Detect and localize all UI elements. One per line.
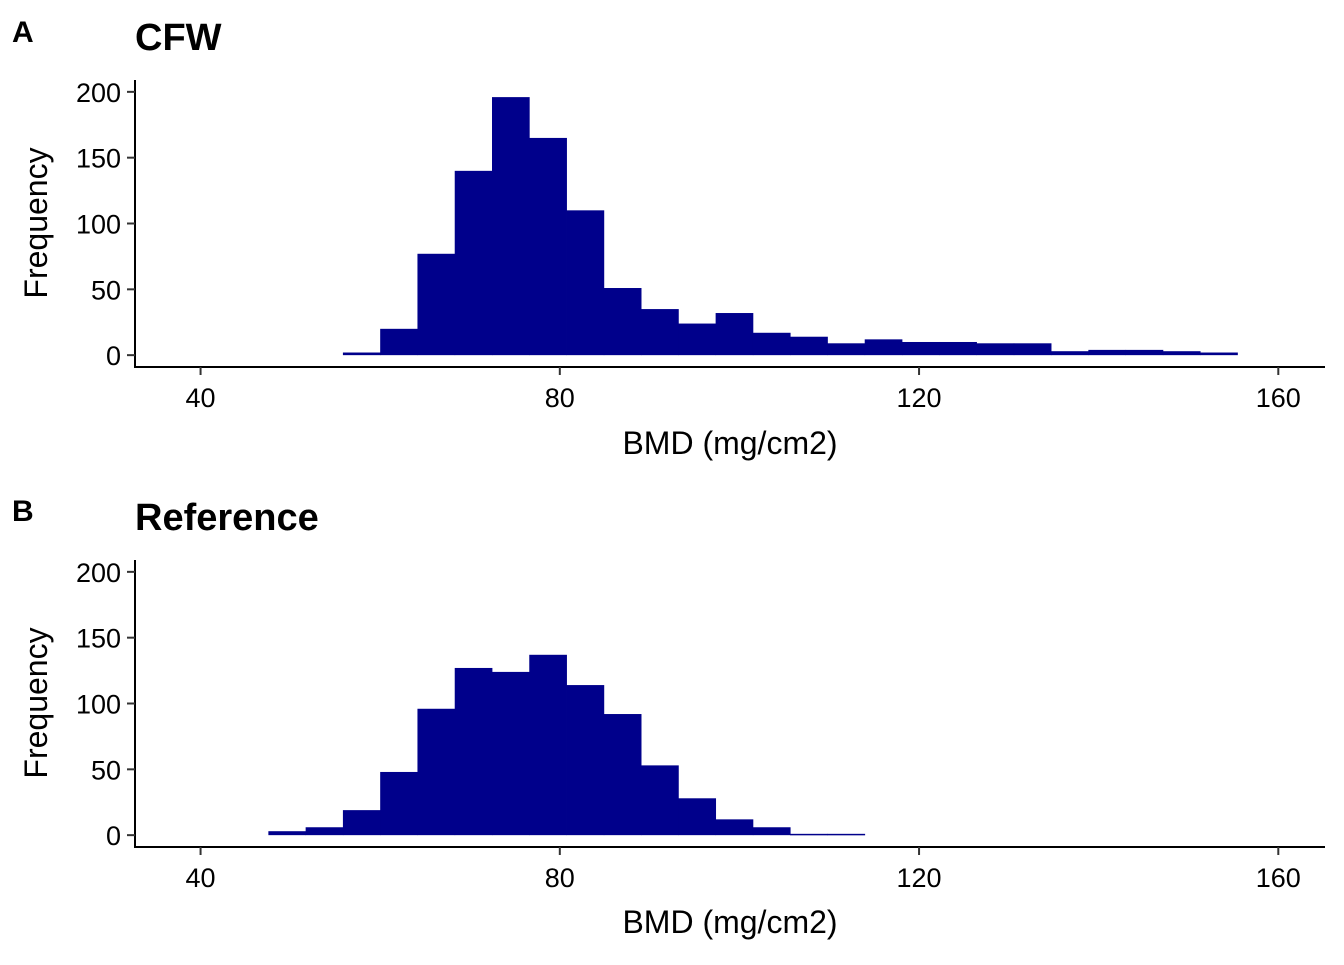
panel-a-x-ticks: 40 80 120 160	[186, 367, 1301, 413]
histogram-bar	[715, 313, 754, 356]
histogram-bar	[1013, 343, 1052, 356]
histogram-bar	[1088, 349, 1127, 356]
y-tick-label: 100	[76, 690, 121, 720]
histogram-bar	[380, 771, 418, 836]
histogram-bar	[752, 332, 791, 356]
panel-b: B Reference 40 80 120 160 0 50 100 150 200 BMD …	[12, 495, 1325, 940]
y-tick-label: 150	[76, 144, 121, 174]
histogram-bar	[976, 343, 1015, 356]
histogram-bar	[492, 97, 530, 356]
histogram-bar	[603, 288, 642, 356]
panel-a-title: CFW	[135, 17, 222, 59]
y-tick-label: 150	[76, 624, 121, 654]
histogram-bar	[417, 708, 456, 836]
histogram-bar	[827, 833, 866, 836]
panel-b-bars	[268, 654, 866, 836]
histogram-bar	[305, 827, 344, 836]
histogram-bar	[342, 352, 381, 356]
y-tick-label: 100	[76, 210, 121, 240]
histogram-bar	[603, 714, 642, 836]
y-tick-label: 200	[76, 78, 121, 108]
histogram-bar	[864, 339, 903, 356]
x-tick-label: 160	[1256, 383, 1301, 413]
y-tick-label: 50	[91, 755, 121, 785]
panel-b-x-axis-title: BMD (mg/cm2)	[622, 904, 837, 940]
histogram-bar	[790, 833, 828, 836]
panel-a-y-ticks: 0 50 100 150 200	[76, 78, 135, 371]
histogram-bar	[641, 765, 679, 836]
histogram-bar	[566, 685, 605, 836]
histogram-bar	[641, 309, 679, 356]
panel-a-y-axis-title: Frequency	[18, 147, 54, 298]
x-tick-label: 80	[545, 383, 575, 413]
y-tick-label: 0	[106, 821, 121, 851]
x-tick-label: 80	[545, 863, 575, 893]
panel-a-bars	[342, 97, 1238, 356]
panel-a-x-axis-title: BMD (mg/cm2)	[622, 425, 837, 461]
histogram-bar	[417, 253, 456, 356]
x-tick-label: 40	[186, 383, 216, 413]
histogram-bar	[678, 798, 717, 836]
histogram-bar	[268, 831, 307, 836]
x-tick-label: 40	[186, 863, 216, 893]
histogram-bar	[529, 137, 567, 356]
histogram-bar	[715, 819, 754, 836]
y-tick-label: 0	[106, 341, 121, 371]
histogram-bar	[1051, 351, 1089, 356]
histogram-bar	[492, 671, 530, 836]
histogram-bar	[752, 827, 791, 836]
histogram-bar	[1200, 352, 1238, 356]
histogram-bar	[678, 323, 717, 356]
histogram-bar	[342, 810, 381, 836]
panel-b-letter: B	[12, 495, 34, 528]
histogram-bar	[790, 336, 828, 356]
x-tick-label: 120	[897, 383, 942, 413]
panel-b-y-ticks: 0 50 100 150 200	[76, 558, 135, 851]
histogram-bar	[566, 210, 605, 356]
histogram-bar	[939, 341, 977, 356]
histogram-bar	[1125, 349, 1164, 356]
histogram-bar	[901, 341, 940, 356]
y-tick-label: 50	[91, 275, 121, 305]
panel-a-letter: A	[12, 16, 34, 49]
histogram-bar	[1162, 351, 1201, 356]
panel-b-title: Reference	[135, 497, 319, 539]
panel-b-y-axis-title: Frequency	[18, 627, 54, 778]
panel-a: A CFW 40 80 120 160 0 50 100 150 200 BMD (mg/cm…	[12, 16, 1325, 461]
y-tick-label: 200	[76, 558, 121, 588]
histogram-bar	[827, 343, 866, 356]
histogram-bar	[454, 170, 493, 356]
x-tick-label: 160	[1256, 863, 1301, 893]
histogram-bar	[454, 667, 493, 836]
histogram-bar	[529, 654, 567, 836]
histogram-bar	[380, 328, 418, 356]
panel-b-x-ticks: 40 80 120 160	[186, 847, 1301, 893]
x-tick-label: 120	[897, 863, 942, 893]
